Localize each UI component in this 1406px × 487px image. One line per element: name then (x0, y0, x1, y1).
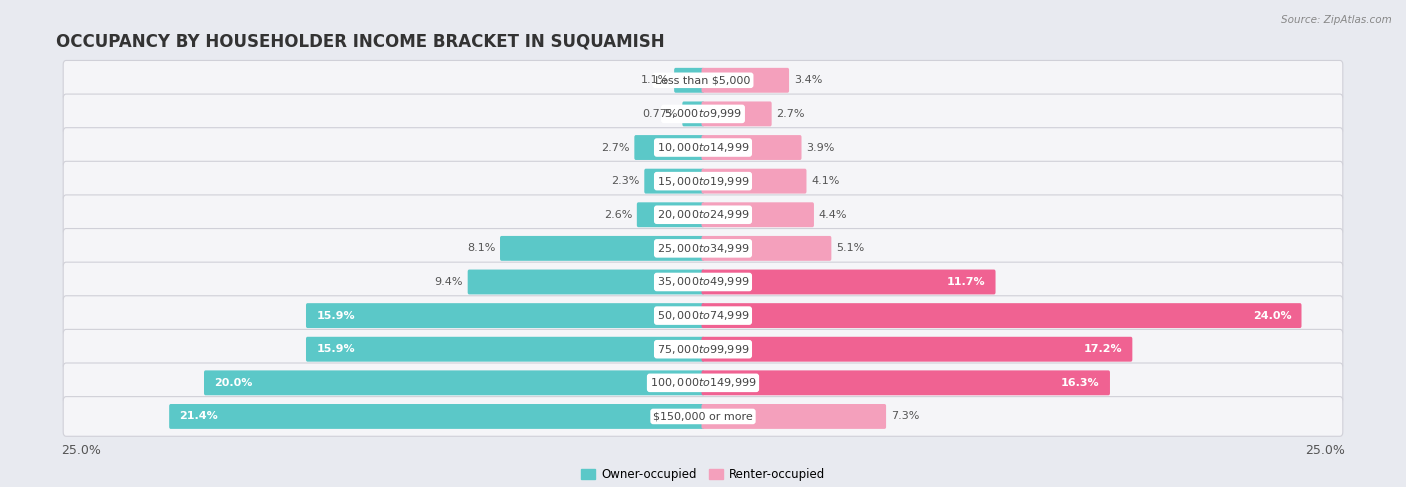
Text: 11.7%: 11.7% (946, 277, 986, 287)
FancyBboxPatch shape (702, 169, 807, 193)
Text: 3.9%: 3.9% (806, 143, 835, 152)
FancyBboxPatch shape (702, 371, 1109, 395)
FancyBboxPatch shape (682, 101, 704, 126)
Text: Source: ZipAtlas.com: Source: ZipAtlas.com (1281, 15, 1392, 25)
FancyBboxPatch shape (702, 303, 1302, 328)
FancyBboxPatch shape (63, 262, 1343, 302)
Text: 24.0%: 24.0% (1253, 311, 1291, 320)
Text: 15.9%: 15.9% (316, 311, 354, 320)
Text: 2.6%: 2.6% (603, 210, 633, 220)
FancyBboxPatch shape (702, 269, 995, 295)
Text: $150,000 or more: $150,000 or more (654, 412, 752, 421)
Text: 21.4%: 21.4% (180, 412, 218, 421)
FancyBboxPatch shape (644, 169, 704, 193)
Text: 17.2%: 17.2% (1084, 344, 1122, 354)
Text: 5.1%: 5.1% (837, 244, 865, 253)
FancyBboxPatch shape (63, 396, 1343, 436)
FancyBboxPatch shape (63, 228, 1343, 268)
FancyBboxPatch shape (702, 236, 831, 261)
Text: 2.7%: 2.7% (776, 109, 804, 119)
FancyBboxPatch shape (63, 60, 1343, 100)
FancyBboxPatch shape (702, 202, 814, 227)
Text: $20,000 to $24,999: $20,000 to $24,999 (657, 208, 749, 221)
FancyBboxPatch shape (634, 135, 704, 160)
FancyBboxPatch shape (501, 236, 704, 261)
Text: $75,000 to $99,999: $75,000 to $99,999 (657, 343, 749, 356)
Text: 3.4%: 3.4% (794, 75, 823, 85)
Text: 4.1%: 4.1% (811, 176, 839, 186)
Text: $15,000 to $19,999: $15,000 to $19,999 (657, 175, 749, 187)
Text: $35,000 to $49,999: $35,000 to $49,999 (657, 276, 749, 288)
FancyBboxPatch shape (169, 404, 704, 429)
Text: 9.4%: 9.4% (434, 277, 463, 287)
FancyBboxPatch shape (63, 363, 1343, 403)
Text: 4.4%: 4.4% (818, 210, 848, 220)
Text: 15.9%: 15.9% (316, 344, 354, 354)
FancyBboxPatch shape (63, 329, 1343, 369)
Legend: Owner-occupied, Renter-occupied: Owner-occupied, Renter-occupied (576, 463, 830, 486)
FancyBboxPatch shape (63, 296, 1343, 336)
FancyBboxPatch shape (702, 337, 1132, 362)
FancyBboxPatch shape (702, 404, 886, 429)
Text: 8.1%: 8.1% (467, 244, 495, 253)
Text: $50,000 to $74,999: $50,000 to $74,999 (657, 309, 749, 322)
Text: 7.3%: 7.3% (891, 412, 920, 421)
FancyBboxPatch shape (307, 303, 704, 328)
FancyBboxPatch shape (63, 94, 1343, 134)
FancyBboxPatch shape (63, 128, 1343, 168)
Text: 0.77%: 0.77% (643, 109, 678, 119)
FancyBboxPatch shape (63, 161, 1343, 201)
FancyBboxPatch shape (468, 269, 704, 295)
FancyBboxPatch shape (204, 371, 704, 395)
Text: $10,000 to $14,999: $10,000 to $14,999 (657, 141, 749, 154)
FancyBboxPatch shape (702, 101, 772, 126)
FancyBboxPatch shape (702, 68, 789, 93)
FancyBboxPatch shape (673, 68, 704, 93)
FancyBboxPatch shape (63, 195, 1343, 235)
Text: Less than $5,000: Less than $5,000 (655, 75, 751, 85)
Text: $25,000 to $34,999: $25,000 to $34,999 (657, 242, 749, 255)
Text: 16.3%: 16.3% (1062, 378, 1099, 388)
Text: 2.3%: 2.3% (612, 176, 640, 186)
Text: $100,000 to $149,999: $100,000 to $149,999 (650, 376, 756, 389)
Text: 2.7%: 2.7% (602, 143, 630, 152)
Text: 20.0%: 20.0% (214, 378, 253, 388)
FancyBboxPatch shape (637, 202, 704, 227)
FancyBboxPatch shape (307, 337, 704, 362)
Text: 1.1%: 1.1% (641, 75, 669, 85)
Text: OCCUPANCY BY HOUSEHOLDER INCOME BRACKET IN SUQUAMISH: OCCUPANCY BY HOUSEHOLDER INCOME BRACKET … (56, 32, 665, 50)
FancyBboxPatch shape (702, 135, 801, 160)
Text: $5,000 to $9,999: $5,000 to $9,999 (664, 108, 742, 120)
